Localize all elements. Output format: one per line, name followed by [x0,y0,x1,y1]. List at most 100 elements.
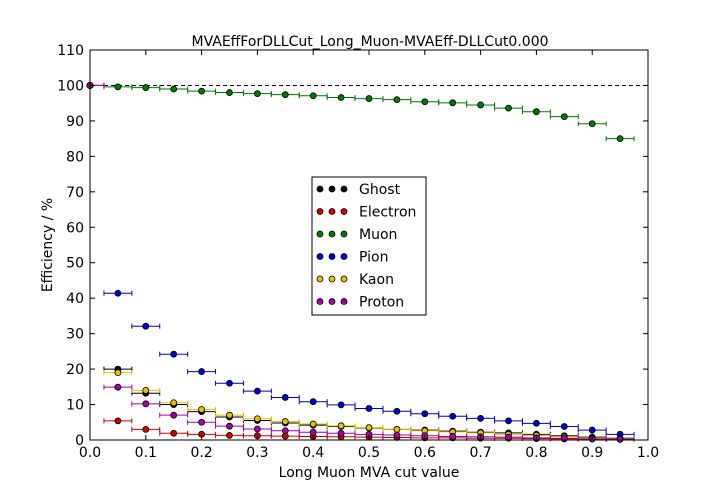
proton-point [198,418,206,426]
x-tick-label: 0.4 [302,445,324,461]
kaon-point [393,425,401,433]
x-tick-label: 0.9 [581,445,603,461]
pion-point [142,322,150,330]
y-tick-label: 50 [66,256,84,272]
legend-marker-kaon [328,275,336,283]
muon-point [309,92,317,100]
muon-point [170,85,178,93]
legend-marker-pion [328,253,336,260]
x-axis-label: Long Muon MVA cut value [279,465,460,481]
legend-marker-ghost [340,185,348,193]
muon-point [226,89,233,96]
proton-point [170,411,178,419]
y-tick-label: 90 [66,114,84,130]
y-tick-label: 40 [66,291,84,307]
legend-marker-ghost [328,185,336,193]
legend-marker-proton [340,298,348,305]
legend-marker-pion [340,253,348,260]
proton-point [393,431,401,439]
legend-label-proton: Proton [359,295,404,311]
legend-label-ghost: Ghost [359,182,401,198]
legend-marker-muon [328,230,336,238]
muon-point [337,94,345,101]
proton-point [281,427,289,435]
chart-title: MVAEffForDLLCut_Long_Muon-MVAEff-DLLCut0… [191,34,548,50]
muon-point [560,113,568,121]
y-tick-label: 80 [66,149,84,165]
legend-label-muon: Muon [359,227,397,243]
legend-marker-ghost [316,185,324,193]
muon-point [588,120,596,128]
proton-point [226,422,233,430]
muon-point [253,90,261,98]
kaon-point [142,386,150,394]
muon-point [616,135,624,143]
x-tick-label: 0.8 [525,445,547,461]
pion-point [170,350,178,358]
legend-label-kaon: Kaon [359,272,394,288]
legend-label-electron: Electron [359,205,416,221]
legend-marker-electron [340,208,348,215]
proton-point [114,383,122,391]
x-tick-label: 0.0 [79,445,101,461]
legend-marker-electron [316,208,324,215]
proton-point [337,429,345,437]
pion-point [253,387,261,395]
pion-point [421,410,429,418]
legend-marker-proton [316,298,324,305]
pion-point [337,401,345,409]
legend-marker-muon [316,230,324,238]
y-tick-label: 70 [66,185,84,201]
legend: Ghost Electron Muon Pion Kaon Proton [311,176,427,316]
x-tick-label: 1.0 [637,445,659,461]
y-tick-label: 110 [57,43,84,59]
legend-label-pion: Pion [359,250,388,266]
pion-point [588,426,596,434]
muon-point [365,95,373,102]
y-tick-label: 10 [66,398,84,414]
pion-point [533,419,540,427]
legend-marker-proton [328,298,336,305]
y-tick-label: 30 [66,327,84,343]
series-muon [86,82,635,143]
muon-point [142,84,150,91]
plot-area: 0.0 0.1 0.2 0.3 0.4 0.5 0.6 0.7 0.8 0.9 1.0 0 10 20 30… [57,43,659,461]
muon-point [449,99,457,107]
pion-point [281,394,289,401]
pion-point [477,414,485,422]
kaon-point [309,420,317,428]
x-tick-label: 0.1 [135,445,157,461]
y-tick-label: 100 [57,78,84,94]
y-tick-label: 0 [75,433,84,449]
legend-marker-kaon [316,275,324,283]
proton-point [616,435,624,443]
proton-point [142,400,150,408]
pion-point [198,368,206,375]
proton-point [253,425,261,433]
legend-box [311,176,427,316]
muon-point [477,101,485,109]
kaon-point [226,411,233,419]
muon-point [114,83,122,91]
pion-point [449,412,457,420]
x-tick-label: 0.3 [246,445,268,461]
muon-point [393,96,401,104]
muon-point [421,98,429,106]
kaon-point [337,422,345,430]
proton-point [309,428,317,436]
electron-point [226,431,233,439]
kaon-point [170,399,178,407]
x-tick-label: 0.5 [358,445,380,461]
legend-marker-electron [328,208,336,215]
y-axis-label: Efficiency / % [40,198,56,292]
kaon-point [253,415,261,423]
pion-point [365,405,373,412]
kaon-point [114,369,122,377]
muon-point [505,104,512,112]
y-tick-label: 20 [66,362,84,378]
legend-marker-muon [340,230,348,238]
electron-point [114,417,122,425]
pion-point [226,379,233,387]
muon-point [533,108,540,116]
